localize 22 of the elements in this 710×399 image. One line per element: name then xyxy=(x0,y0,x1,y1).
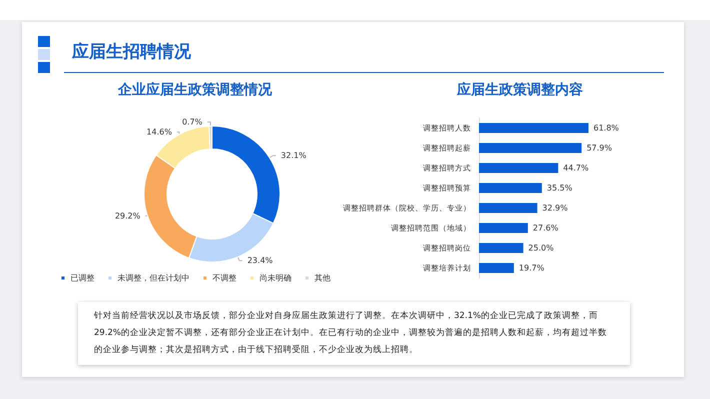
data-label: 19.7% xyxy=(518,264,545,272)
chart-title: 应届生政策调整内容 xyxy=(456,81,583,98)
data-label: 32.9% xyxy=(542,204,568,212)
data-label: 27.6% xyxy=(532,224,559,232)
data-label: 35.5% xyxy=(546,184,573,192)
legend-label: 其他 xyxy=(314,274,330,282)
chart-title: 企业应届生政策调整情况 xyxy=(117,81,273,98)
data-label: 44.7% xyxy=(563,164,589,172)
data-label: 25.0% xyxy=(528,244,554,252)
data-label: 57.9% xyxy=(586,144,612,152)
data-label: 0.7% xyxy=(182,118,203,127)
data-label: 14.6% xyxy=(146,128,172,137)
legend-label: 已调整 xyxy=(70,274,94,282)
legend-label: 未调整，但在计划中 xyxy=(118,274,190,282)
text: 针对当前经营状况以及市场反馈，部分企业对自身应届生政策进行了调整。在本次调研中，32.1%的企业已完成了政策调整，而29.2%的企业决定暂不调整，还有部分企业正在计划中。在已有行动的企业中，调整较为普遍的是招聘人数和起薪，均有超过半数的企业参与调整；其次是招聘方式，由于线下招聘受阻，不少企业改为线上招聘。 xyxy=(78,302,630,365)
legend-label: 不调整 xyxy=(212,274,236,282)
legend-label: 尚未明确 xyxy=(260,274,292,282)
data-label: 61.8% xyxy=(593,124,620,132)
text: 应届生招聘情况 xyxy=(72,41,191,63)
data-label: 23.4% xyxy=(247,256,274,266)
data-label: 32.1% xyxy=(280,151,307,160)
data-label: 29.2% xyxy=(114,211,141,220)
